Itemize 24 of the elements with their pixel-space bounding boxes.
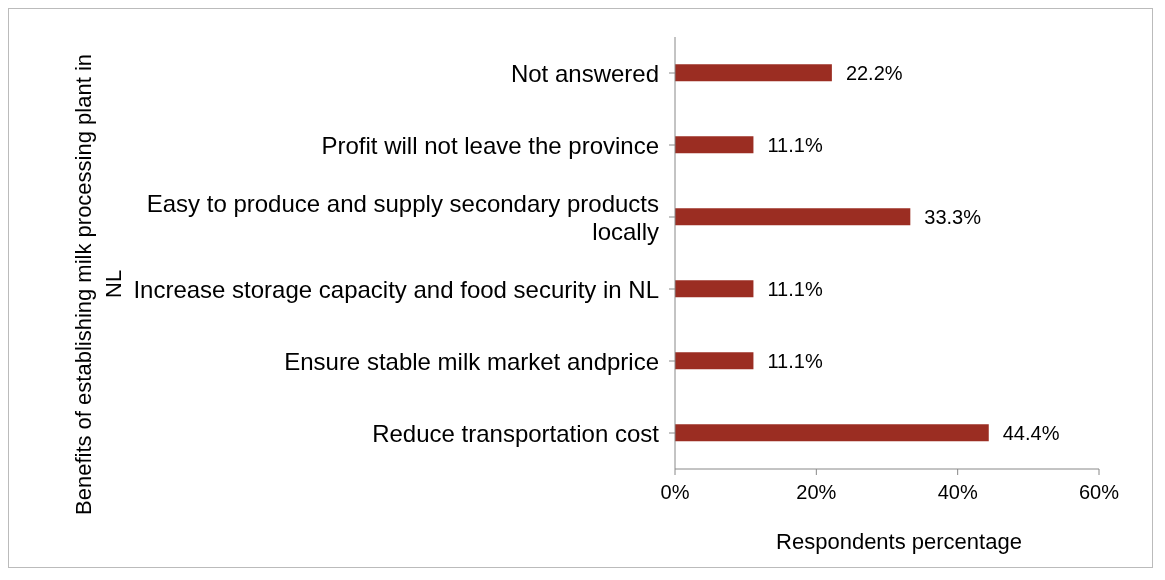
bar [675,64,832,82]
y-tick-label: Ensure stable milk market andprice [284,347,659,375]
data-label: 11.1% [767,349,823,372]
y-tick-label: Reduce transportation cost [372,419,660,447]
y-tick-label: Profit will not leave the province [321,131,659,159]
y-tick-label: Increase storage capacity and food security in NL [133,275,659,303]
bar [675,424,989,442]
y-tick-label: Easy to produce and supply secondary products locally [146,189,659,245]
x-tick-label: 40% [937,481,978,504]
bar [675,352,754,370]
data-label: 33.3% [924,205,982,228]
x-tick-label: 20% [796,481,837,504]
data-label: 44.4% [1002,421,1060,444]
y-tick-label: Not answered [510,59,659,87]
bar [675,280,754,298]
x-axis-title: Respondents percentage [775,529,1023,555]
data-label: 11.1% [767,277,823,300]
bar [675,136,754,154]
x-tick-label: 0% [660,481,690,504]
data-label: 22.2% [845,61,903,84]
data-label: 11.1% [767,133,823,156]
x-tick-label: 60% [1078,481,1120,504]
y-axis-title: Benefits of establishing milk processing plant in NL [70,52,127,517]
bar [675,208,911,226]
